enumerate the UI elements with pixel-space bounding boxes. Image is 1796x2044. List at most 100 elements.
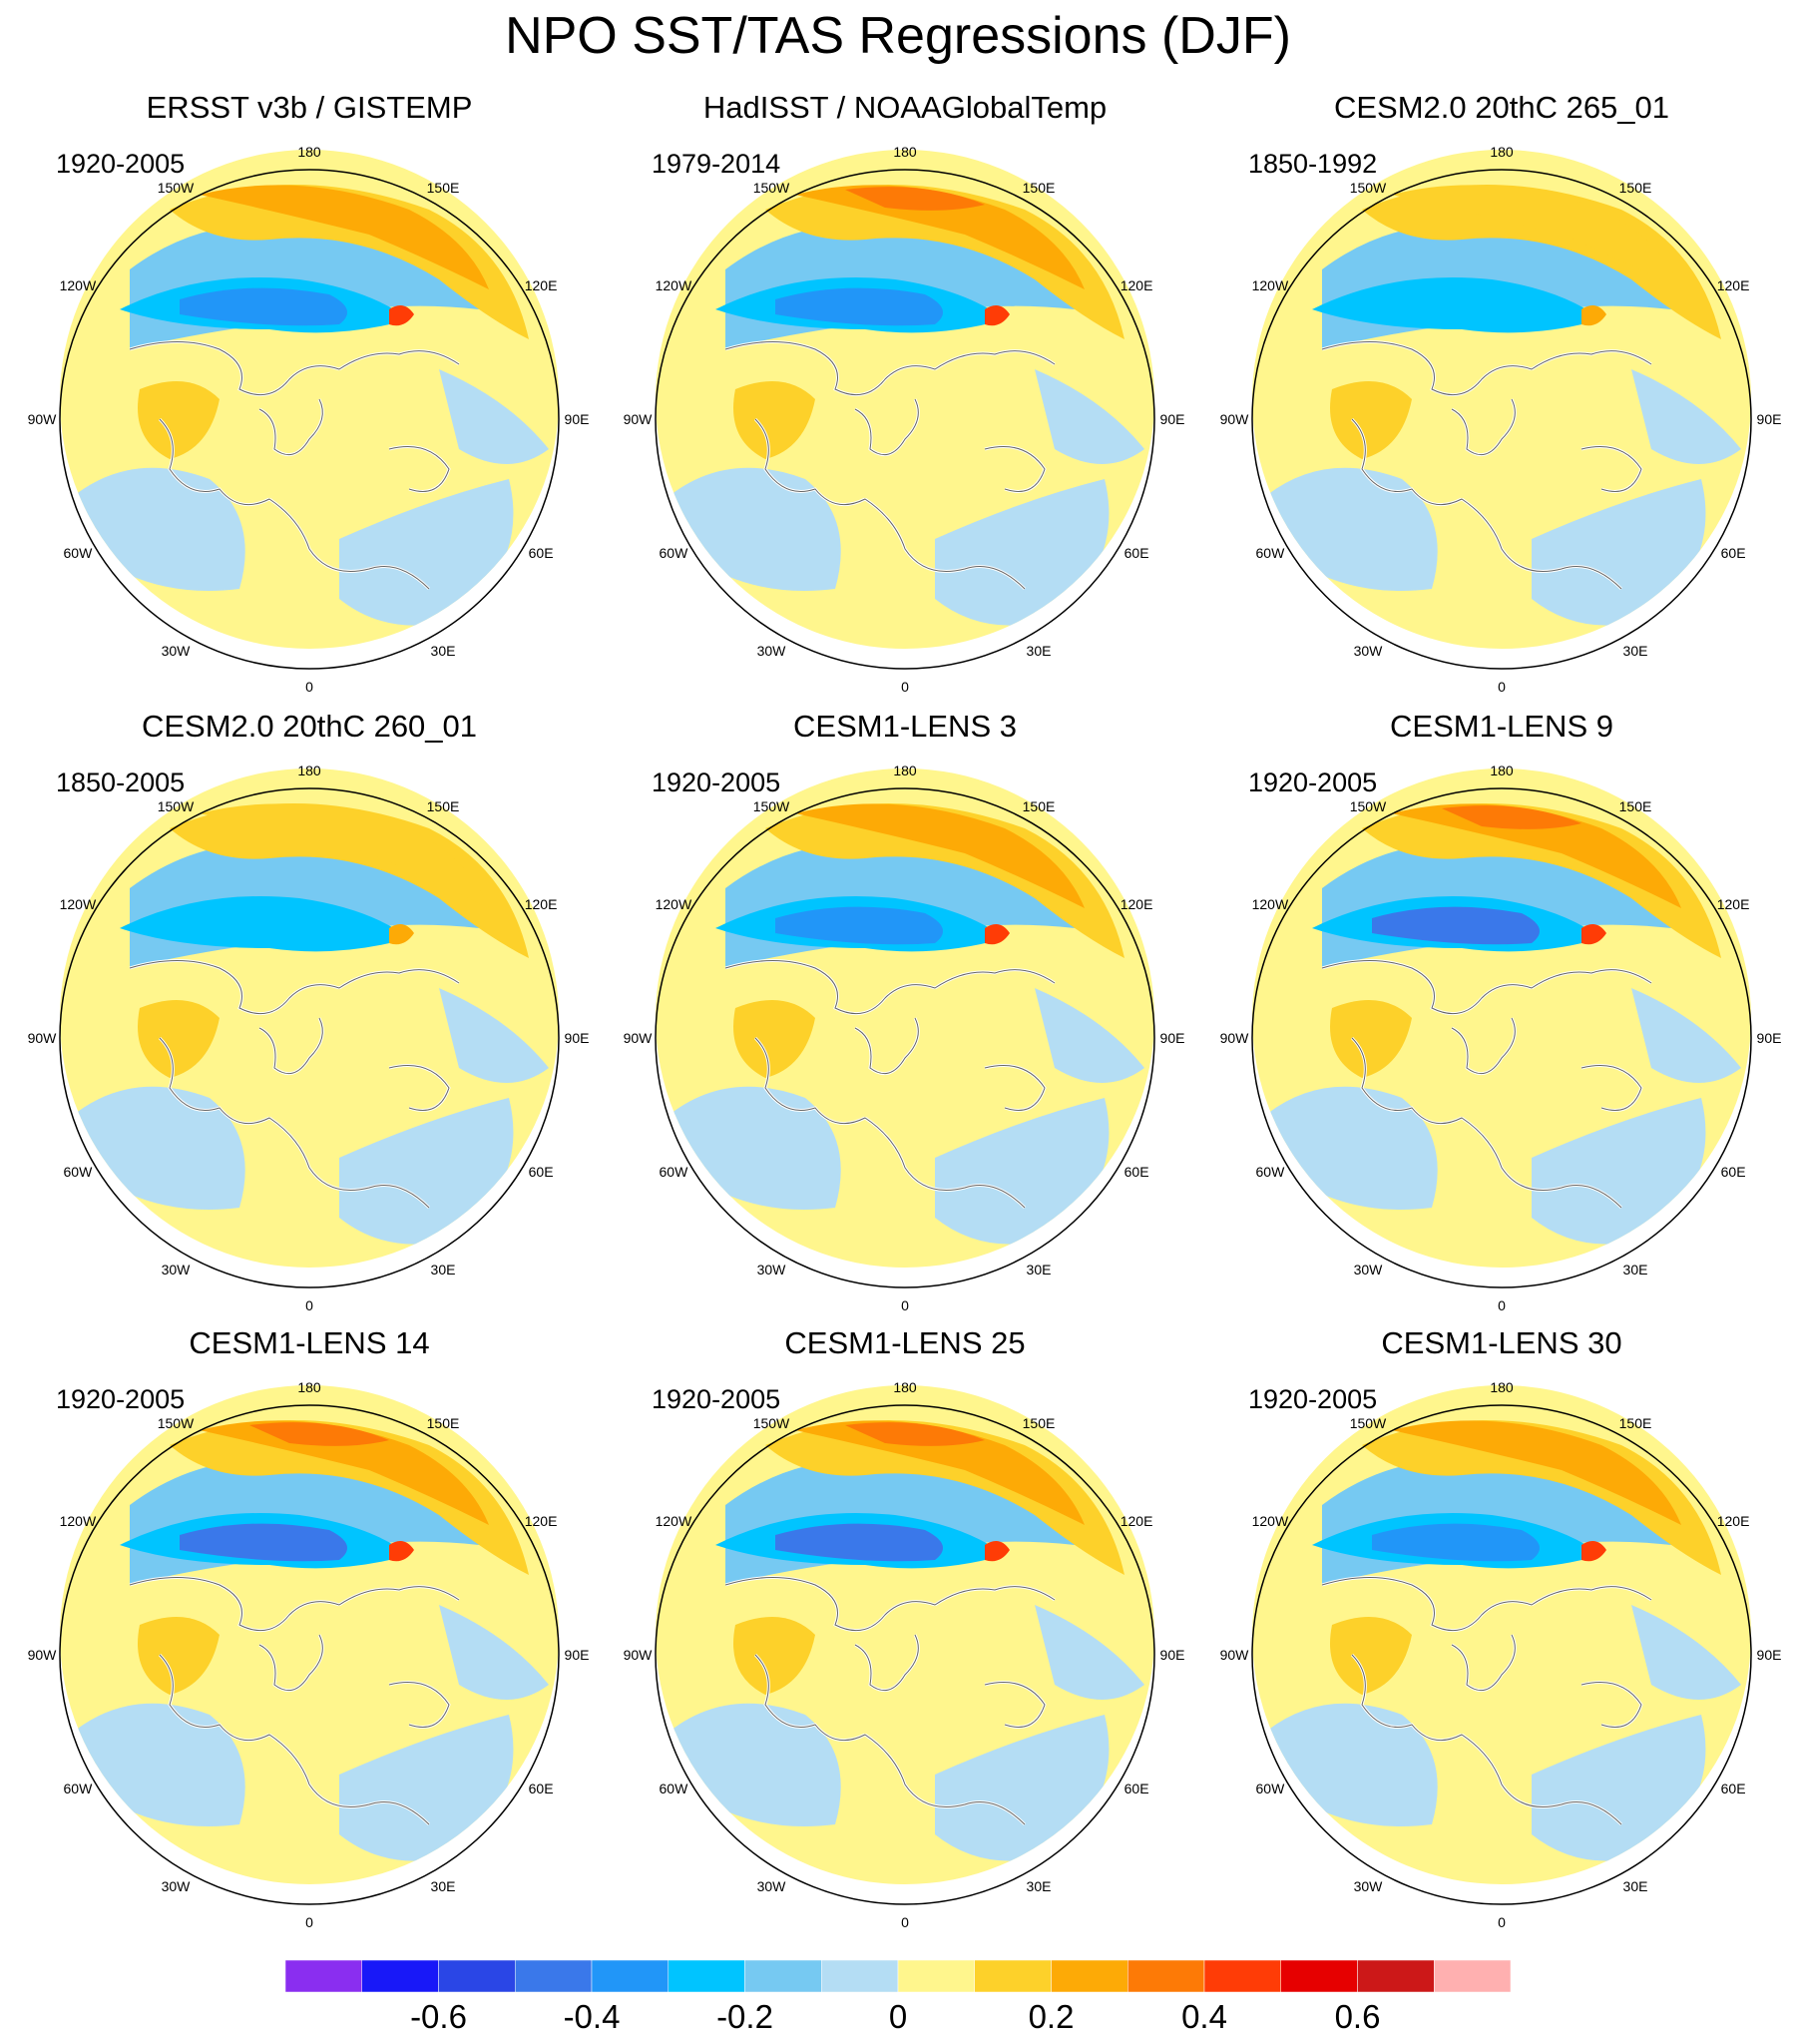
longitude-label: 120E — [525, 277, 558, 293]
longitude-label: 90E — [1160, 1647, 1185, 1663]
longitude-label: 120W — [60, 1513, 97, 1529]
coastline — [129, 341, 340, 396]
polar-stereographic-map: 180 150E 120E 90E 60E 30E 0 30W 60W 90W 120W 150W — [28, 144, 590, 695]
longitude-label: 60W — [660, 1781, 689, 1796]
longitude-label: 120W — [656, 1513, 692, 1529]
longitude-label: 0 — [901, 679, 909, 695]
coastline — [724, 960, 936, 1015]
coastline — [864, 498, 1026, 590]
coastline — [1580, 1682, 1642, 1728]
longitude-label: 30E — [1027, 1878, 1052, 1894]
longitude-label: 90E — [565, 411, 590, 427]
longitude-label: 30W — [757, 643, 787, 659]
coastline — [1531, 350, 1652, 370]
panel-title: CESM1-LENS 25 — [784, 1325, 1026, 1360]
polar-stereographic-map: 180 150E 120E 90E 60E 30E 0 30W 60W 90W 120W 150W — [624, 1379, 1185, 1930]
panel-period: 1979-2014 — [652, 149, 781, 179]
field-contour — [1362, 1420, 1721, 1575]
longitude-label: 120E — [1717, 1513, 1750, 1529]
coastline — [1451, 398, 1516, 456]
map-field — [656, 150, 1154, 649]
coastline — [1321, 960, 1533, 1015]
longitude-label: 180 — [893, 1379, 917, 1395]
field-contour — [733, 381, 815, 459]
field-contour — [170, 803, 529, 958]
longitude-label: 150W — [158, 798, 195, 814]
longitude-label: 30E — [1623, 643, 1648, 659]
panel-period: 1920-2005 — [56, 149, 186, 179]
longitude-label: 180 — [297, 1379, 321, 1395]
panel-period: 1920-2005 — [56, 1384, 186, 1414]
longitude-label: 180 — [1490, 763, 1514, 778]
field-contour — [180, 1523, 347, 1562]
field-contour — [1581, 1541, 1606, 1562]
field-contour — [1035, 369, 1144, 464]
field-contour — [935, 479, 1110, 626]
coastline — [854, 398, 919, 456]
longitude-label: 90W — [624, 411, 654, 427]
longitude-label: 30E — [431, 1262, 456, 1278]
coastline — [159, 418, 270, 506]
longitude-label: 30E — [431, 1878, 456, 1894]
colorbar-swatch — [821, 1960, 899, 1992]
coastline — [388, 1682, 450, 1728]
field-contour — [439, 988, 549, 1083]
map-border — [1251, 169, 1752, 670]
field-contour — [1362, 803, 1721, 958]
longitude-label: 30W — [757, 1262, 787, 1278]
coastline — [1451, 1017, 1516, 1075]
panel-title: CESM1-LENS 3 — [793, 709, 1017, 744]
polar-stereographic-map: 180 150E 120E 90E 60E 30E 0 30W 60W 90W 120W 150W — [28, 763, 590, 1313]
longitude-label: 30E — [1623, 1262, 1648, 1278]
coastline — [1461, 1734, 1622, 1825]
longitude-label: 90W — [28, 411, 58, 427]
field-contour — [138, 1000, 220, 1078]
longitude-label: 150E — [1619, 798, 1652, 814]
colorbar-swatch — [1280, 1960, 1358, 1992]
colorbar-swatch — [974, 1960, 1052, 1992]
longitude-label: 30W — [1354, 643, 1384, 659]
coastline — [1451, 1634, 1516, 1692]
map-border — [655, 169, 1155, 670]
field-contour — [1392, 185, 1681, 289]
field-contour — [1532, 479, 1706, 626]
coastline — [934, 969, 1056, 989]
panel-title: ERSST v3b / GISTEMP — [146, 90, 473, 125]
longitude-label: 60E — [1124, 1781, 1149, 1796]
coastline — [854, 1634, 919, 1692]
longitude-label: 150W — [158, 1415, 195, 1431]
longitude-label: 150E — [1023, 798, 1056, 814]
polar-stereographic-map: 180 150E 120E 90E 60E 30E 0 30W 60W 90W 120W 150W — [1220, 763, 1782, 1313]
field-contour — [339, 479, 514, 626]
coastline — [159, 1654, 270, 1742]
map-field — [1252, 150, 1751, 649]
coastline — [724, 341, 936, 396]
map-panel: CESM2.0 20thC 260_01 1850-2005 180 150E 120E… — [10, 619, 609, 1313]
coastline — [129, 1577, 340, 1632]
longitude-label: 60E — [1721, 545, 1746, 561]
field-contour — [138, 1617, 220, 1695]
longitude-label: 0 — [901, 1297, 909, 1313]
coastline — [1531, 969, 1652, 989]
coastline — [338, 1586, 460, 1606]
polar-stereographic-map: 180 150E 120E 90E 60E 30E 0 30W 60W 90W 120W 150W — [624, 763, 1185, 1313]
field-contour — [1392, 1420, 1681, 1525]
longitude-label: 150W — [753, 180, 790, 196]
longitude-label: 120E — [1121, 277, 1153, 293]
map-panel: CESM1-LENS 9 1920-2005 180 150E 120E 90E 60E 30… — [1202, 619, 1796, 1313]
coastline — [984, 446, 1046, 492]
longitude-label: 120E — [525, 896, 558, 912]
coastline — [984, 1065, 1046, 1111]
longitude-label: 120E — [1717, 896, 1750, 912]
coastline — [984, 1682, 1046, 1728]
longitude-label: 30W — [1354, 1262, 1384, 1278]
colorbar-swatch — [1203, 1960, 1281, 1992]
polar-stereographic-map: 180 150E 120E 90E 60E 30E 0 30W 60W 90W 120W 150W — [28, 1379, 590, 1930]
longitude-label: 150E — [427, 180, 460, 196]
polar-stereographic-map: 180 150E 120E 90E 60E 30E 0 30W 60W 90W 120W 150W — [624, 144, 1185, 695]
coastline — [1580, 1065, 1642, 1111]
coastline — [388, 446, 450, 492]
longitude-label: 90E — [565, 1647, 590, 1663]
map-panel: CESM1-LENS 14 1920-2005 180 150E 120E 90E 60E 3… — [10, 1236, 609, 1930]
longitude-label: 60W — [64, 1164, 94, 1180]
